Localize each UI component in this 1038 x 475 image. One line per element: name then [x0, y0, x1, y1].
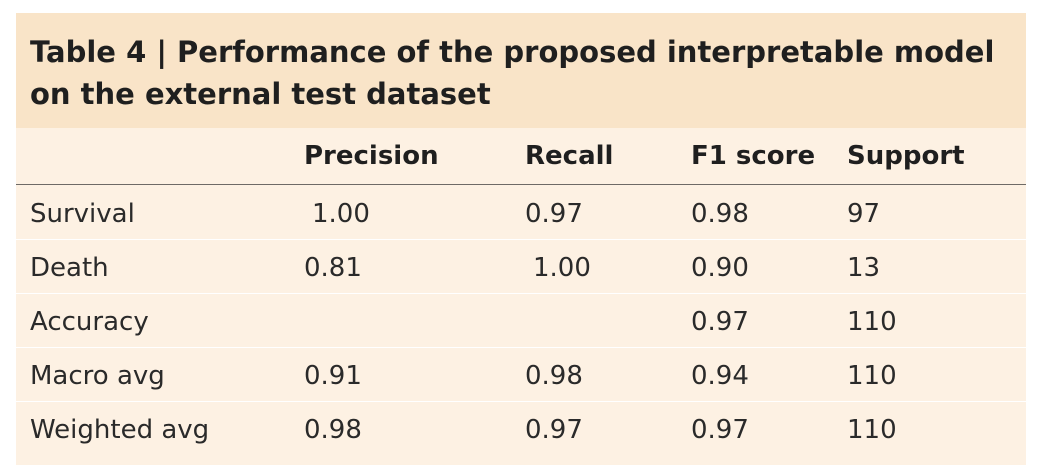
- row-label-survival: Survival: [30, 199, 135, 229]
- column-header-f1-score: F1 score: [691, 141, 816, 171]
- cell-precision: 1.00: [312, 199, 370, 229]
- column-header-precision: Precision: [304, 141, 439, 171]
- table-title-bar: Table 4 | Performance of the proposed in…: [16, 13, 1026, 128]
- column-header-support: Support: [847, 141, 965, 171]
- cell-precision: 0.98: [304, 415, 362, 445]
- cell-f1: 0.98: [691, 199, 749, 229]
- column-header-recall: Recall: [525, 141, 614, 171]
- row-label-death: Death: [30, 253, 109, 283]
- cell-precision: 0.91: [304, 361, 362, 391]
- cell-precision: 0.81: [304, 253, 362, 283]
- header-divider: [16, 184, 1026, 185]
- row-divider: [16, 347, 1026, 348]
- performance-table: Table 4 | Performance of the proposed in…: [16, 13, 1026, 465]
- cell-support: 110: [847, 415, 897, 445]
- cell-recall: 1.00: [533, 253, 591, 283]
- cell-support: 110: [847, 361, 897, 391]
- row-label-accuracy: Accuracy: [30, 307, 149, 337]
- cell-support: 13: [847, 253, 881, 283]
- cell-f1: 0.94: [691, 361, 749, 391]
- cell-support: 97: [847, 199, 881, 229]
- cell-recall: 0.97: [525, 415, 583, 445]
- cell-f1: 0.97: [691, 307, 749, 337]
- row-label-macro-avg: Macro avg: [30, 361, 165, 391]
- row-divider: [16, 239, 1026, 240]
- row-divider: [16, 401, 1026, 402]
- cell-f1: 0.90: [691, 253, 749, 283]
- cell-support: 110: [847, 307, 897, 337]
- row-divider: [16, 293, 1026, 294]
- cell-recall: 0.97: [525, 199, 583, 229]
- table-title: Table 4 | Performance of the proposed in…: [30, 35, 995, 111]
- cell-recall: 0.98: [525, 361, 583, 391]
- row-label-weighted-avg: Weighted avg: [30, 415, 210, 445]
- cell-f1: 0.97: [691, 415, 749, 445]
